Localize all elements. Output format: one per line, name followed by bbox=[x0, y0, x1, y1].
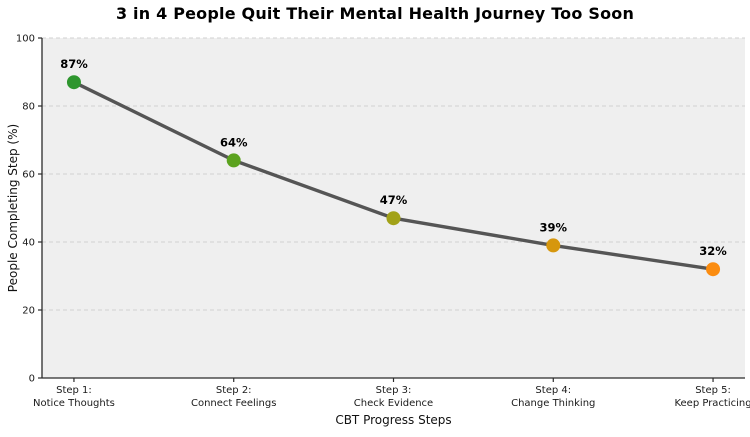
data-point-label: 47% bbox=[380, 193, 408, 207]
x-tick-label: Step 4: Change Thinking bbox=[511, 385, 595, 409]
data-point bbox=[386, 211, 401, 226]
y-tick-label: 100 bbox=[16, 34, 35, 45]
x-tick-label: Step 5: Keep Practicing bbox=[674, 385, 750, 409]
plot-area bbox=[42, 38, 745, 378]
y-tick-label: 40 bbox=[22, 238, 35, 249]
chart-title: 3 in 4 People Quit Their Mental Health J… bbox=[115, 4, 635, 23]
data-point-label: 39% bbox=[540, 220, 568, 234]
x-tick-label: Step 3: Check Evidence bbox=[354, 385, 433, 409]
data-point bbox=[706, 262, 721, 277]
y-axis-label: People Completing Step (%) bbox=[6, 123, 20, 293]
data-point bbox=[66, 75, 81, 90]
data-point-label: 32% bbox=[699, 244, 727, 258]
data-point-label: 87% bbox=[60, 57, 88, 71]
x-tick-label: Step 1: Notice Thoughts bbox=[33, 385, 115, 409]
y-tick-label: 20 bbox=[22, 306, 35, 317]
data-point bbox=[546, 238, 561, 253]
data-point-label: 64% bbox=[220, 135, 248, 149]
x-tick-label: Step 2: Connect Feelings bbox=[191, 385, 277, 409]
x-axis-label: CBT Progress Steps bbox=[335, 413, 452, 427]
y-tick-label: 60 bbox=[22, 170, 35, 181]
y-tick-label: 80 bbox=[22, 102, 35, 113]
y-tick-label: 0 bbox=[29, 374, 35, 385]
data-point bbox=[226, 153, 241, 168]
